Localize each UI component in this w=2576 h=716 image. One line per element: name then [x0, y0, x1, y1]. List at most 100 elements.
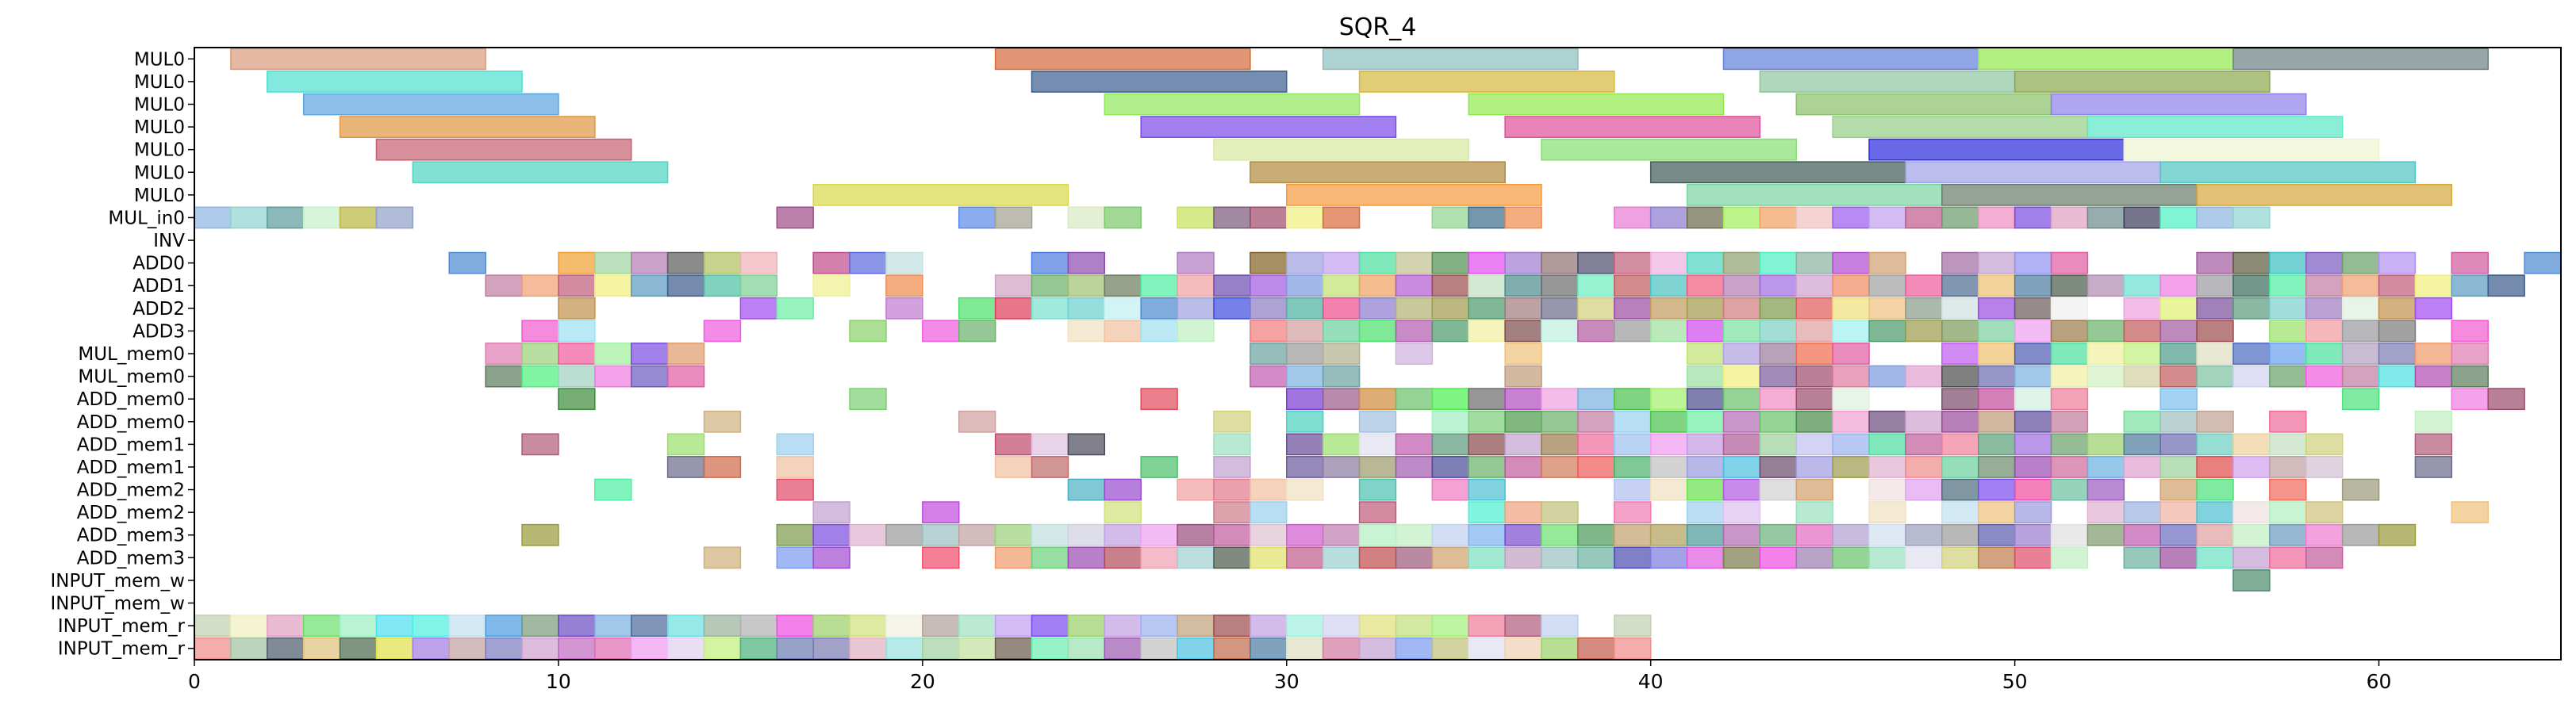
- task-cell: [1614, 637, 1652, 660]
- task-cell: [1832, 456, 1870, 478]
- task-cell: [558, 343, 596, 365]
- task-cell: [739, 251, 778, 274]
- task-cell: [2269, 523, 2307, 546]
- task-cell: [2414, 410, 2453, 433]
- task-cell: [1322, 388, 1361, 411]
- task-cell: [1031, 456, 1069, 478]
- task-cell: [1358, 433, 1397, 456]
- task-cell: [2014, 388, 2052, 411]
- task-cell: [849, 388, 887, 411]
- task-cell: [1431, 297, 1469, 320]
- task-cell: [1504, 251, 1542, 274]
- task-cell: [1504, 456, 1542, 478]
- task-cell: [302, 615, 341, 638]
- task-cell: [1395, 274, 1434, 297]
- task-cell: [1759, 206, 1798, 229]
- task-cell: [1759, 274, 1798, 297]
- task-cell: [1541, 433, 1579, 456]
- task-cell: [1177, 274, 1215, 297]
- task-cell: [1358, 388, 1397, 411]
- task-cell: [1286, 343, 1324, 365]
- task-cell: [849, 637, 887, 660]
- task-cell: [2123, 546, 2161, 569]
- task-cell: [2014, 456, 2052, 478]
- task-cell: [1577, 297, 1615, 320]
- task-cell: [1868, 456, 1906, 478]
- task-cell: [1649, 320, 1688, 343]
- task-cell: [1250, 615, 1288, 638]
- task-cell: [1468, 388, 1506, 411]
- task-cell: [994, 297, 1033, 320]
- task-bars: [194, 48, 2562, 660]
- task-cell: [2159, 297, 2198, 320]
- task-cell: [1468, 251, 1506, 274]
- task-cell: [1322, 274, 1361, 297]
- task-cell: [1722, 251, 1761, 274]
- task-cell: [1722, 365, 1761, 388]
- x-ticks: 0 10 20 30 40 50 60: [188, 660, 2391, 693]
- task-cell: [1649, 410, 1688, 433]
- y-tick-labels: MUL0MUL0MUL0MUL0MUL0MUL0MUL0MUL_in0INVAD…: [50, 49, 194, 660]
- task-cell: [2050, 388, 2089, 411]
- task-cell: [2196, 478, 2234, 501]
- task-cell: [1759, 456, 1798, 478]
- task-cell: [1431, 433, 1469, 456]
- task-cell: [1541, 320, 1579, 343]
- task-cell: [703, 637, 742, 660]
- task-cell: [1868, 251, 1906, 274]
- task-cell: [2196, 546, 2234, 569]
- task-cell: [2269, 274, 2307, 297]
- task-cell: [2159, 546, 2198, 569]
- task-cell: [1941, 297, 1979, 320]
- task-cell: [1322, 433, 1361, 456]
- task-cell: [1941, 206, 1979, 229]
- task-bar: [1977, 48, 2234, 71]
- x-tick-label: 30: [1274, 670, 1300, 693]
- task-bar: [1759, 70, 2016, 93]
- task-cell: [2087, 433, 2125, 456]
- task-cell: [666, 251, 705, 274]
- task-cell: [375, 637, 414, 660]
- task-cell: [1504, 523, 1542, 546]
- task-cell: [1468, 615, 1506, 638]
- task-cell: [558, 365, 596, 388]
- task-cell: [885, 523, 923, 546]
- x-tick-label: 0: [188, 670, 201, 693]
- task-cell: [2123, 206, 2161, 229]
- task-cell: [558, 297, 596, 320]
- task-cell: [2050, 410, 2089, 433]
- task-cell: [739, 615, 778, 638]
- task-cell: [1286, 456, 1324, 478]
- task-cell: [1322, 206, 1361, 229]
- task-cell: [2014, 343, 2052, 365]
- task-cell: [1468, 546, 1506, 569]
- task-cell: [1104, 320, 1142, 343]
- task-cell: [2269, 320, 2307, 343]
- task-cell: [2269, 456, 2307, 478]
- task-cell: [1577, 320, 1615, 343]
- task-cell: [1468, 206, 1506, 229]
- task-cell: [1941, 456, 1979, 478]
- task-cell: [1395, 523, 1434, 546]
- task-cell: [1541, 251, 1579, 274]
- task-cell: [1941, 546, 1979, 569]
- task-cell: [2341, 523, 2380, 546]
- task-cell: [739, 274, 778, 297]
- task-cell: [1468, 410, 1506, 433]
- task-cell: [1541, 546, 1579, 569]
- task-cell: [2050, 456, 2089, 478]
- y-tick-label: MUL0: [134, 163, 185, 183]
- task-cell: [994, 615, 1033, 638]
- y-tick-label: INPUT_mem_w: [50, 571, 185, 592]
- task-cell: [1759, 320, 1798, 343]
- task-cell: [1250, 206, 1288, 229]
- task-cell: [2451, 274, 2489, 297]
- task-cell: [2123, 365, 2161, 388]
- task-cell: [1140, 523, 1178, 546]
- task-cell: [703, 615, 742, 638]
- task-cell: [1868, 433, 1906, 456]
- task-cell: [1286, 615, 1324, 638]
- task-cell: [776, 637, 814, 660]
- task-cell: [339, 206, 378, 229]
- task-cell: [1322, 320, 1361, 343]
